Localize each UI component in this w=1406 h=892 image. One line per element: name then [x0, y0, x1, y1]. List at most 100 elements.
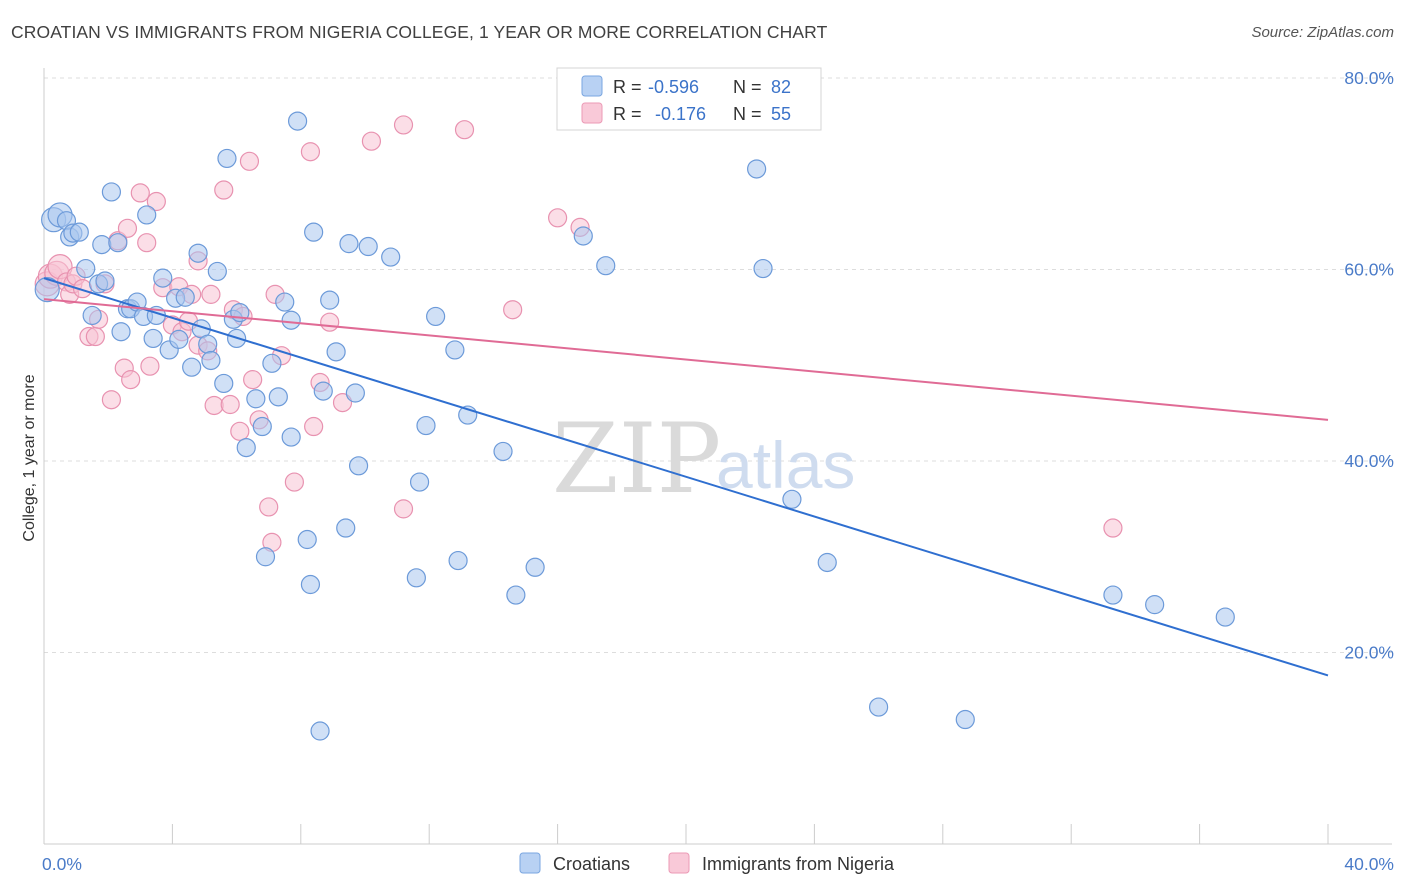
croatians-point-61: [409, 472, 430, 492]
chart-source: Source: ZipAtlas.com: [1251, 24, 1394, 41]
y-tick-label-1: 40.0%: [1344, 451, 1394, 471]
legend-r-label-nigeria: R =: [613, 104, 642, 124]
nigeria-point-56: [1103, 518, 1123, 538]
nigeria-point-36: [230, 421, 250, 441]
croatians-point-75: [817, 552, 837, 573]
grid-lines: [44, 77, 1392, 653]
x-tick-marks: [43, 824, 1329, 844]
croatians-trend-line: [43, 277, 1329, 677]
croatians-point-7: [76, 258, 96, 279]
y-tick-label-2: 60.0%: [1344, 260, 1394, 280]
x-tick-label-min: 0.0%: [42, 854, 82, 874]
legend-bottom: Croatians Immigrants from Nigeria: [519, 852, 895, 874]
croatians-point-70: [573, 226, 593, 246]
legend-swatch-croatians: [581, 75, 603, 97]
croatians-point-0: [34, 277, 60, 303]
croatians-point-6: [69, 222, 89, 242]
croatians-point-54: [336, 518, 356, 538]
croatians-point-26: [175, 287, 195, 307]
croatians-point-39: [252, 416, 272, 437]
nigeria-point-46: [300, 142, 321, 162]
nigeria-point-18: [130, 183, 150, 203]
nigeria-point-51: [361, 131, 382, 151]
croatians-point-22: [153, 268, 173, 288]
croatians-point-56: [345, 383, 365, 403]
nigeria-point-49: [320, 312, 340, 332]
croatians-point-32: [207, 261, 227, 282]
croatians-point-47: [297, 529, 317, 550]
croatians-point-40: [255, 547, 276, 567]
trend-lines: [43, 277, 1329, 677]
nigeria-trend-line: [43, 298, 1329, 421]
croatians-point-46: [287, 111, 308, 131]
croatians-point-41: [262, 353, 282, 373]
croatians-point-78: [1103, 585, 1123, 605]
y-tick-label-0: 20.0%: [1344, 643, 1394, 663]
nigeria-point-31: [201, 284, 221, 304]
nigeria-point-13: [101, 390, 122, 410]
croatians-point-52: [320, 290, 340, 310]
croatians-point-50: [310, 721, 330, 741]
nigeria-point-17: [121, 370, 141, 390]
croatians-point-14: [111, 322, 131, 342]
croatians-point-44: [281, 427, 301, 447]
croatians-point-31: [201, 350, 221, 371]
croatians-point-49: [304, 222, 324, 242]
nigeria-point-50: [332, 392, 353, 413]
croatians-point-43: [275, 292, 295, 312]
croatians-point-20: [143, 328, 163, 349]
croatians-point-27: [182, 357, 202, 377]
croatians-point-19: [137, 205, 157, 225]
croatians-point-74: [782, 489, 802, 509]
legend-swatch-nigeria: [581, 102, 603, 124]
croatians-point-42: [268, 387, 288, 407]
croatians-point-58: [358, 236, 378, 257]
nigeria-point-57: [454, 120, 475, 140]
legend-r-label-croatians: R =: [613, 77, 642, 97]
croatians-point-53: [326, 342, 346, 362]
nigeria-point-54: [547, 208, 568, 228]
y-tick-labels: 20.0% 40.0% 60.0% 80.0%: [1344, 68, 1394, 663]
legend-r-value-nigeria: -0.176: [655, 104, 706, 124]
axes: [43, 68, 1392, 845]
watermark-zip: ZIP: [552, 403, 721, 515]
croatians-point-67: [493, 441, 513, 462]
nigeria-point-45: [284, 472, 304, 492]
bottom-legend-swatch-croatians: [519, 852, 541, 874]
bottom-legend-label-croatians: Croatians: [553, 854, 630, 874]
croatians-point-68: [506, 585, 526, 605]
nigeria-point-58: [393, 115, 414, 135]
croatians-point-48: [300, 574, 321, 595]
nigeria-point-47: [304, 416, 324, 437]
croatians-point-71: [596, 256, 616, 276]
legend-n-label-croatians: N =: [733, 77, 762, 97]
croatians-point-64: [445, 340, 465, 360]
nigeria-point-38: [239, 151, 260, 171]
nigeria-point-32: [204, 395, 224, 416]
croatians-point-81: [217, 148, 237, 169]
watermark-atlas: atlas: [716, 428, 855, 502]
nigeria-point-16: [117, 218, 138, 238]
croatians-point-63: [426, 306, 446, 327]
croatians-point-11: [95, 271, 115, 291]
legend-n-value-croatians: 82: [771, 77, 791, 97]
croatians-point-62: [416, 415, 436, 436]
croatians-point-33: [214, 373, 234, 394]
legend-n-label-nigeria: N =: [733, 104, 762, 124]
croatians-point-69: [525, 557, 545, 577]
croatians-point-65: [448, 550, 468, 571]
croatians-point-51: [313, 381, 333, 401]
croatians-point-13: [108, 233, 128, 253]
croatians-point-80: [1215, 607, 1235, 627]
croatians-point-57: [348, 456, 369, 476]
croatians-point-38: [246, 389, 266, 409]
croatians-point-77: [955, 709, 975, 730]
croatians-point-45: [281, 310, 301, 330]
legend-n-value-nigeria: 55: [771, 104, 791, 124]
croatians-point-59: [381, 247, 401, 267]
nigeria-point-52: [393, 499, 414, 519]
croatians-point-60: [406, 568, 426, 588]
nigeria-point-41: [259, 497, 279, 517]
croatians-point-10: [92, 235, 112, 255]
